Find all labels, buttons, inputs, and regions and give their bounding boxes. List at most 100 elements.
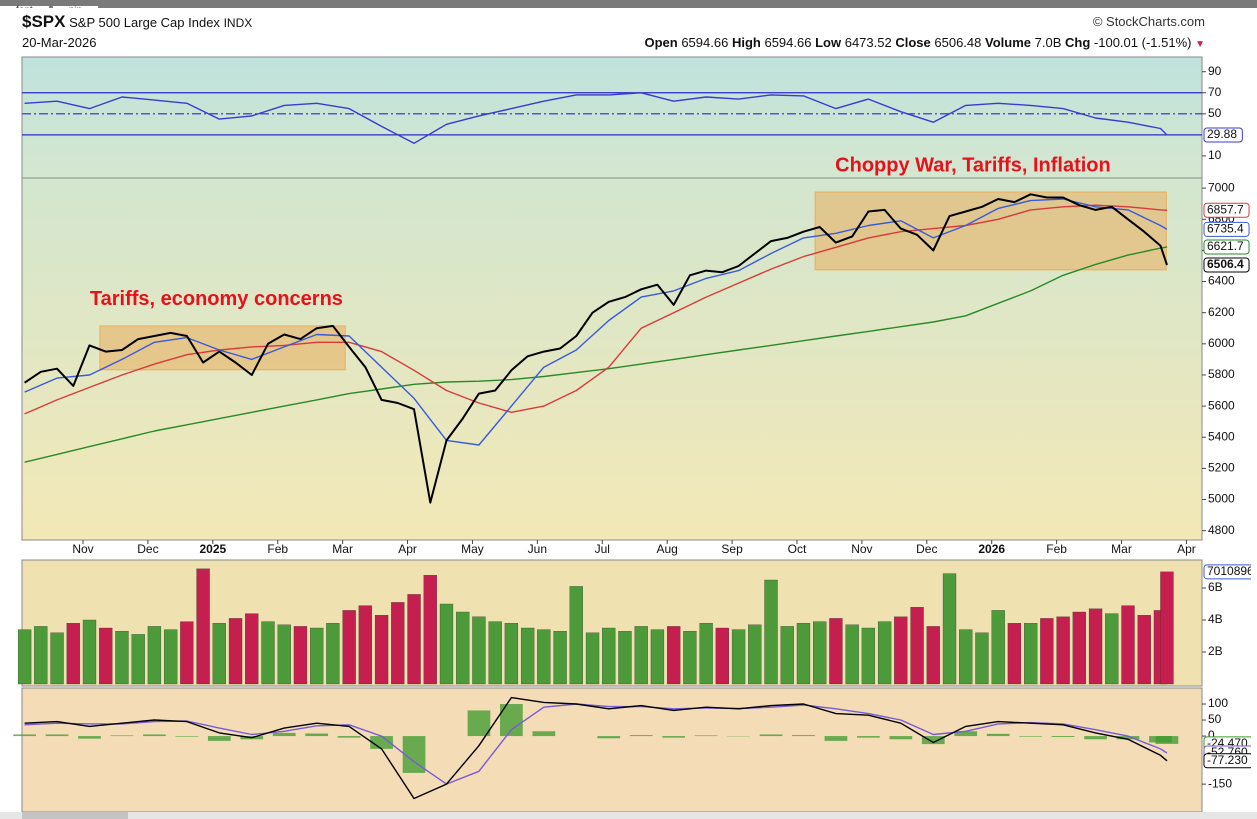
volume-bar [667, 626, 681, 685]
x-tick-label: 2026 [978, 542, 1005, 556]
x-tick-label: Oct [788, 542, 807, 556]
histogram-bar [532, 731, 556, 737]
volume-bar [975, 632, 989, 685]
histogram-bar [954, 731, 978, 737]
histogram-bar [1084, 736, 1107, 740]
volume-bar [261, 621, 275, 685]
histogram-bar [207, 736, 231, 741]
volume-bar [407, 594, 421, 685]
histogram-bar [143, 734, 166, 737]
x-tick-label: 2025 [199, 542, 226, 556]
scrollbar-thumb[interactable] [22, 812, 128, 819]
series-line [24, 193, 1168, 504]
series-line [24, 696, 1168, 800]
volume-bar [196, 568, 210, 685]
symbol: $SPX [22, 12, 66, 31]
histogram-bar [889, 736, 913, 740]
histogram-bar [857, 736, 880, 738]
volume-bar [764, 579, 778, 685]
stat-label: Volume [985, 35, 1031, 50]
volume-bar [877, 621, 892, 685]
y-tick-label: 5800 [1208, 367, 1235, 381]
x-tick-label: Aug [656, 542, 677, 556]
volume-bar [131, 634, 145, 685]
highlight-box [814, 191, 1167, 271]
tab[interactable]: font [0, 6, 49, 8]
volume-bar [374, 615, 389, 685]
x-tick-label: Feb [1046, 542, 1067, 556]
volume-bar [147, 626, 162, 685]
histogram-bar [305, 733, 329, 737]
y-tick-label: -150 [1208, 776, 1232, 790]
volume-bar [228, 618, 243, 685]
series-line [24, 92, 1168, 144]
histogram-bar [824, 736, 848, 741]
volume-bar [391, 602, 405, 685]
volume-bar [1072, 611, 1086, 685]
volume-bar [163, 629, 178, 685]
volume-bar [959, 629, 973, 685]
stat-value: 6594.66 [681, 35, 729, 50]
volume-bar [82, 619, 97, 685]
browser-toolbar: fontpin [0, 0, 1257, 8]
x-tick-label: Mar [332, 542, 353, 556]
quote-stats: Open 6594.66 High 6594.66 Low 6473.52 Cl… [644, 35, 1205, 50]
stat-value: -100.01 (-1.51%) [1093, 35, 1192, 50]
volume-bar [17, 629, 32, 685]
volume-bar [34, 626, 48, 685]
stat-label: Chg [1065, 35, 1091, 50]
volume-bar [439, 603, 454, 685]
volume-bar [50, 632, 64, 685]
end-label-box [1203, 202, 1250, 218]
histogram-bar [1155, 736, 1179, 744]
series-line [24, 198, 1168, 446]
volume-bar [472, 616, 486, 685]
end-label-box [1203, 221, 1250, 237]
y-tick-label: 6B [1208, 580, 1223, 594]
histogram-bar [175, 736, 199, 737]
histogram-bar [78, 736, 101, 739]
panel-background [21, 56, 1203, 179]
stat-label: Low [815, 35, 842, 50]
annotation: Tariffs, economy concerns [90, 288, 343, 310]
x-tick-label: May [461, 542, 484, 556]
volume-bar [894, 616, 908, 685]
volume-bar [212, 623, 226, 685]
volume-bar [1024, 623, 1038, 685]
volume-bar [731, 629, 746, 685]
x-tick-label: Dec [916, 542, 937, 556]
volume-bar [1160, 571, 1174, 685]
histogram-bar [986, 733, 1010, 737]
stat-label: High [731, 35, 761, 50]
volume-bar [748, 624, 762, 685]
volume-bar [1088, 608, 1103, 685]
volume-bar [780, 626, 794, 685]
series-line [24, 703, 1168, 785]
end-label: 6735.4 [1207, 221, 1244, 235]
volume-bar [293, 626, 308, 685]
y-tick-label: 4800 [1208, 523, 1235, 537]
volume-bar [520, 627, 535, 685]
histogram-bar [921, 736, 945, 745]
scrollbar[interactable] [0, 812, 1257, 819]
end-label-box [1203, 239, 1250, 255]
volume-bar [245, 613, 259, 685]
volume-bar [618, 631, 632, 685]
end-label: 7010896 [1207, 564, 1254, 578]
tab[interactable]: pin [52, 6, 99, 8]
series-line [24, 246, 1168, 463]
histogram-bar [792, 735, 815, 737]
stat-label: Open [644, 35, 678, 50]
x-tick-label: Mar [1111, 542, 1132, 556]
x-tick-label: Nov [72, 542, 93, 556]
x-tick-label: Jun [528, 542, 547, 556]
histogram-bar [402, 736, 426, 773]
volume-bar [715, 627, 729, 685]
y-tick-label: 2B [1208, 644, 1223, 658]
histogram-bar [1019, 736, 1043, 737]
histogram-bar [467, 710, 491, 737]
y-tick-label: 6000 [1208, 336, 1235, 350]
volume-bar [942, 573, 957, 685]
